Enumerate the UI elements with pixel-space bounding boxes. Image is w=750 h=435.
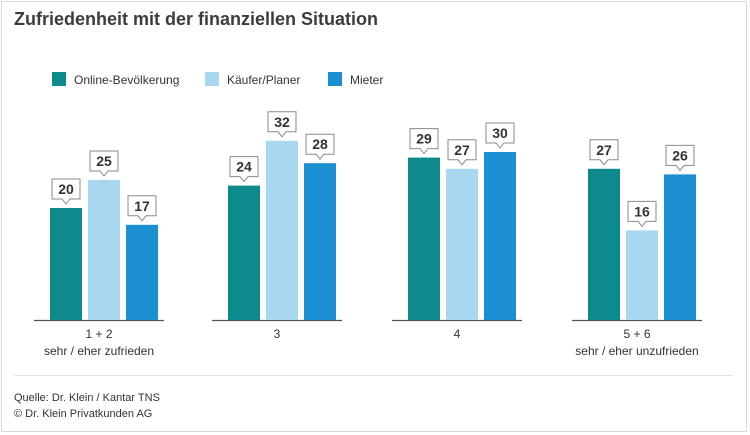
- bar: [266, 140, 298, 320]
- data-label-box: [665, 144, 695, 172]
- chart-title: Zufriedenheit mit der finanziellen Situa…: [14, 9, 379, 29]
- data-label: 17: [134, 198, 150, 214]
- data-label: 25: [96, 153, 112, 169]
- bar: [126, 224, 158, 320]
- data-label-box: [127, 195, 157, 222]
- category-label: 5 + 6: [623, 327, 650, 341]
- bar: [304, 163, 336, 320]
- data-label-box: [447, 139, 477, 166]
- copyright-note: © Dr. Klein Privatkunden AG: [14, 408, 153, 420]
- data-label-box: [89, 150, 119, 177]
- data-label-box: [627, 200, 657, 228]
- legend-label: Online-Bevölkerung: [74, 73, 179, 87]
- data-label: 29: [416, 131, 432, 147]
- data-label-box: [485, 122, 515, 149]
- data-label-box: [229, 156, 259, 183]
- source-note: Quelle: Dr. Klein / Kantar TNS: [14, 392, 160, 404]
- bar: [484, 152, 516, 320]
- category-label: 3: [274, 327, 281, 341]
- bar: [228, 185, 260, 320]
- data-label-box: [589, 139, 619, 166]
- legend-swatch: [328, 72, 342, 86]
- legend-label: Mieter: [350, 73, 383, 87]
- data-label-box: [305, 133, 335, 161]
- bar: [408, 157, 440, 320]
- data-label-box: [51, 178, 81, 205]
- data-label-box: [409, 128, 439, 155]
- data-label: 26: [672, 147, 688, 163]
- data-label-box: [267, 111, 297, 138]
- legend-label: Käufer/Planer: [227, 73, 300, 87]
- data-label: 28: [312, 136, 328, 152]
- chart-footer: Quelle: Dr. Klein / Kantar TNS © Dr. Kle…: [14, 390, 160, 422]
- data-label: 27: [596, 142, 612, 158]
- data-label: 20: [58, 181, 74, 197]
- category-label: 1 + 2: [85, 327, 112, 341]
- legend-swatch: [205, 72, 219, 86]
- legend-swatch: [52, 72, 66, 86]
- bar: [588, 168, 620, 320]
- category-label: 4: [454, 327, 461, 341]
- data-label: 24: [236, 159, 252, 175]
- bar: [446, 168, 478, 320]
- bar: [664, 174, 696, 320]
- data-label: 16: [634, 203, 650, 219]
- data-label: 27: [454, 142, 470, 158]
- bar: [626, 230, 658, 320]
- bar: [50, 208, 82, 320]
- category-label: sehr / eher zufrieden: [44, 344, 154, 358]
- category-label: sehr / eher unzufrieden: [575, 344, 698, 358]
- bar: [88, 180, 120, 320]
- data-label: 30: [492, 125, 508, 141]
- data-label: 32: [274, 114, 290, 130]
